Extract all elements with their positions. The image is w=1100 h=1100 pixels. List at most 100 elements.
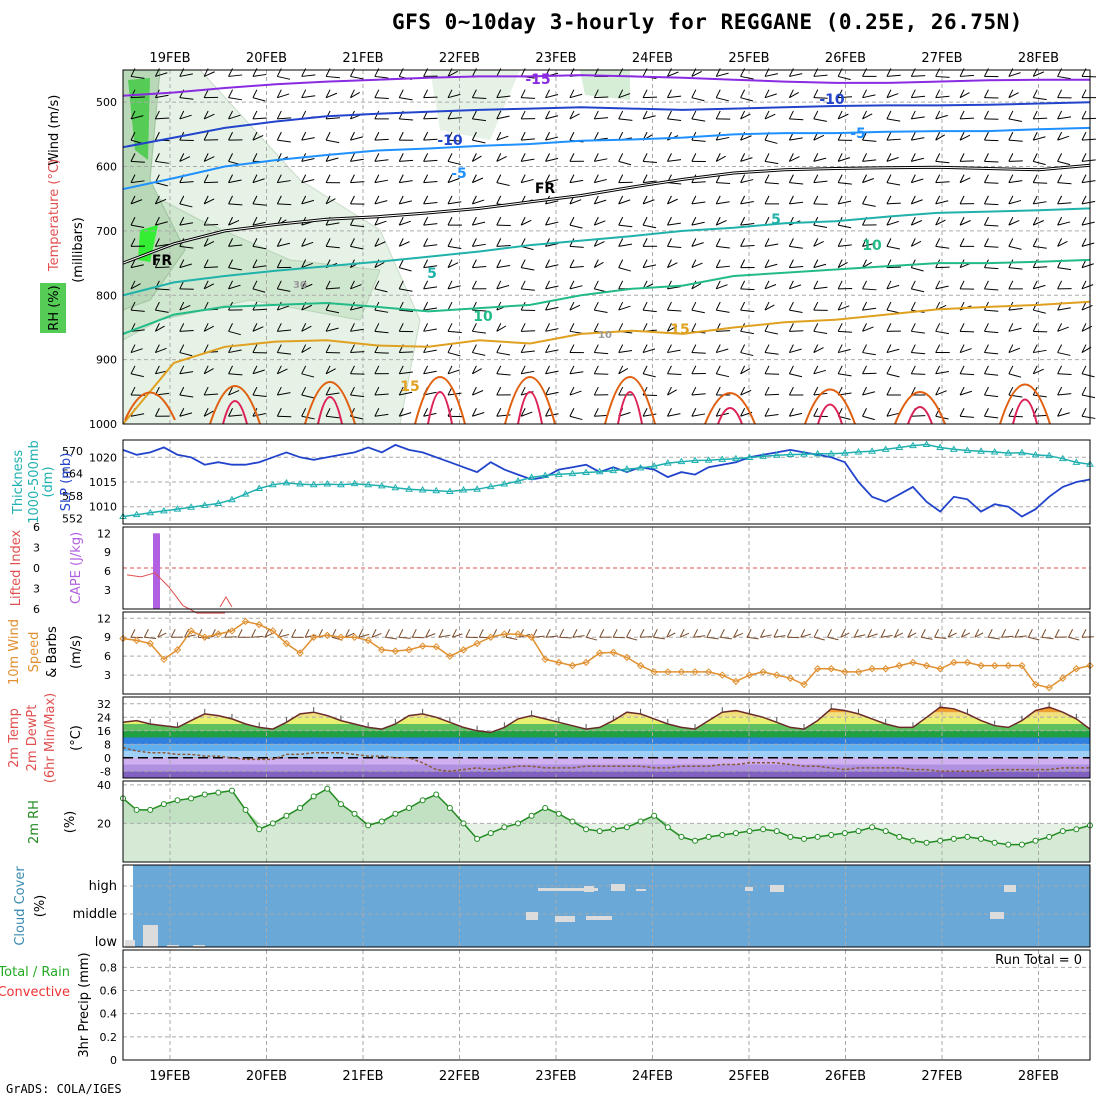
- wind10-tick-label: 12: [97, 612, 111, 625]
- upper-air-wind-barb: [618, 224, 633, 228]
- wind10-barb: [385, 629, 390, 638]
- upper-air-wind-barb: [228, 110, 233, 120]
- upper-air-wind-barb: [618, 243, 633, 247]
- thickness-marker: [977, 447, 985, 454]
- upper-air-wind-barb: [618, 305, 631, 311]
- wind10-marker: [568, 661, 577, 670]
- thickness-axis-label: Thickness: [11, 450, 26, 515]
- rh-marker: [269, 820, 276, 827]
- wind10-barb: [894, 632, 904, 638]
- upper-air-wind-barb: [130, 238, 136, 247]
- lifted-index-axis-label: Lifted Index: [9, 529, 24, 606]
- upper-air-wind-barb: [618, 118, 633, 121]
- upper-air-wind-barb: [1057, 174, 1063, 183]
- upper-air-wind-barb: [398, 195, 404, 205]
- upper-air-wind-barb: [789, 309, 803, 314]
- upper-air-wind-barb: [886, 344, 892, 353]
- isotherm-orange: [504, 376, 556, 425]
- rh-marker: [528, 812, 535, 819]
- upper-air-wind-barb: [569, 179, 584, 184]
- wind10-barb: [880, 629, 886, 638]
- rh-marker: [133, 806, 140, 813]
- upper-air-wind-barb: [691, 89, 697, 98]
- upper-air-wind-barb: [1057, 202, 1072, 205]
- upper-air-wind-barb: [984, 373, 999, 376]
- upper-air-wind-barb: [447, 216, 453, 226]
- upper-air-wind-barb: [618, 195, 624, 205]
- upper-air-wind-barb: [935, 219, 946, 226]
- temp-axis-label: 2m Temp: [7, 708, 22, 768]
- upper-air-wind-barb: [179, 181, 194, 184]
- upper-air-wind-barb: [569, 365, 575, 375]
- upper-air-wind-barb: [691, 413, 706, 417]
- thickness-marker: [1072, 458, 1081, 465]
- upper-air-wind-barb: [911, 415, 926, 417]
- upper-air-wind-barb: [642, 110, 648, 120]
- upper-air-wind-barb: [593, 195, 599, 205]
- upper-air-wind-barb: [423, 138, 438, 141]
- upper-air-wind-barb: [1081, 138, 1096, 141]
- wind10-barb: [559, 629, 565, 638]
- upper-air-wind-barb: [398, 174, 404, 183]
- upper-air-wind-barb: [1057, 344, 1063, 353]
- upper-air-wind-barb: [179, 329, 194, 332]
- rh-marker: [501, 824, 508, 831]
- upper-air-wind-barb: [398, 323, 404, 332]
- upper-air-wind-barb: [374, 352, 389, 354]
- thickness-marker: [922, 440, 931, 447]
- rh2m-axis-unit: (%): [63, 811, 78, 834]
- upper-air-wind-barb: [423, 265, 438, 269]
- wind10-marker: [391, 647, 400, 655]
- upper-air-wind-barb: [935, 285, 949, 290]
- date-label-top: 24FEB: [632, 51, 673, 66]
- upper-air-wind-barb: [374, 323, 380, 332]
- upper-air-wind-barb: [984, 344, 989, 353]
- temp-tick-label: 0: [104, 752, 111, 765]
- contour-label: 15: [400, 379, 419, 395]
- rh-marker: [732, 830, 739, 837]
- upper-air-wind-barb: [667, 386, 672, 396]
- upper-air-wind-barb: [276, 89, 282, 98]
- upper-air-wind-barb: [764, 238, 770, 247]
- upper-air-wind-barb: [447, 89, 453, 98]
- upper-air-wind-barb: [179, 259, 185, 268]
- upper-air-wind-barb: [667, 89, 672, 98]
- upper-air-wind-barb: [447, 262, 459, 269]
- rh-marker: [201, 791, 208, 798]
- upper-air-wind-barb: [130, 96, 145, 99]
- upper-air-wind-barb: [740, 157, 753, 162]
- upper-air-wind-barb: [740, 110, 746, 120]
- upper-air-wind-barb: [277, 180, 291, 184]
- upper-air-wind-barb: [1057, 116, 1072, 120]
- upper-air-wind-barb: [325, 327, 339, 332]
- upper-air-wind-barb: [374, 280, 380, 290]
- thickness-marker: [1018, 448, 1026, 456]
- upper-air-wind-barb: [203, 89, 209, 98]
- upper-air-wind-barb: [203, 301, 209, 311]
- upper-air-wind-barb: [764, 304, 775, 311]
- upper-air-wind-barb: [910, 238, 916, 247]
- upper-air-wind-barb: [813, 330, 828, 335]
- rh-marker: [365, 822, 372, 829]
- upper-air-wind-barb: [399, 371, 413, 375]
- upper-air-wind-barb: [520, 131, 526, 141]
- upper-air-wind-barb: [154, 301, 160, 311]
- upper-air-wind-barb: [399, 159, 414, 162]
- upper-air-wind-barb: [545, 264, 559, 269]
- upper-air-wind-barb: [301, 283, 313, 290]
- thickness-marker: [990, 447, 999, 455]
- thickness-marker: [786, 450, 795, 458]
- upper-air-wind-barb: [1032, 323, 1038, 332]
- upper-air-wind-barb: [691, 365, 697, 375]
- upper-air-wind-barb: [740, 280, 746, 290]
- upper-air-wind-barb: [959, 153, 965, 162]
- upper-air-wind-barb: [813, 195, 819, 205]
- wind10-barb: [827, 629, 832, 638]
- upper-air-wind-barb: [350, 284, 362, 290]
- upper-air-wind-barb: [618, 160, 632, 166]
- isotherm-purple: [122, 74, 1090, 97]
- upper-air-wind-barb: [1081, 373, 1095, 378]
- upper-air-wind-barb: [471, 365, 477, 375]
- upper-air-wind-barb: [179, 408, 185, 417]
- temp2m-line: [122, 706, 1091, 734]
